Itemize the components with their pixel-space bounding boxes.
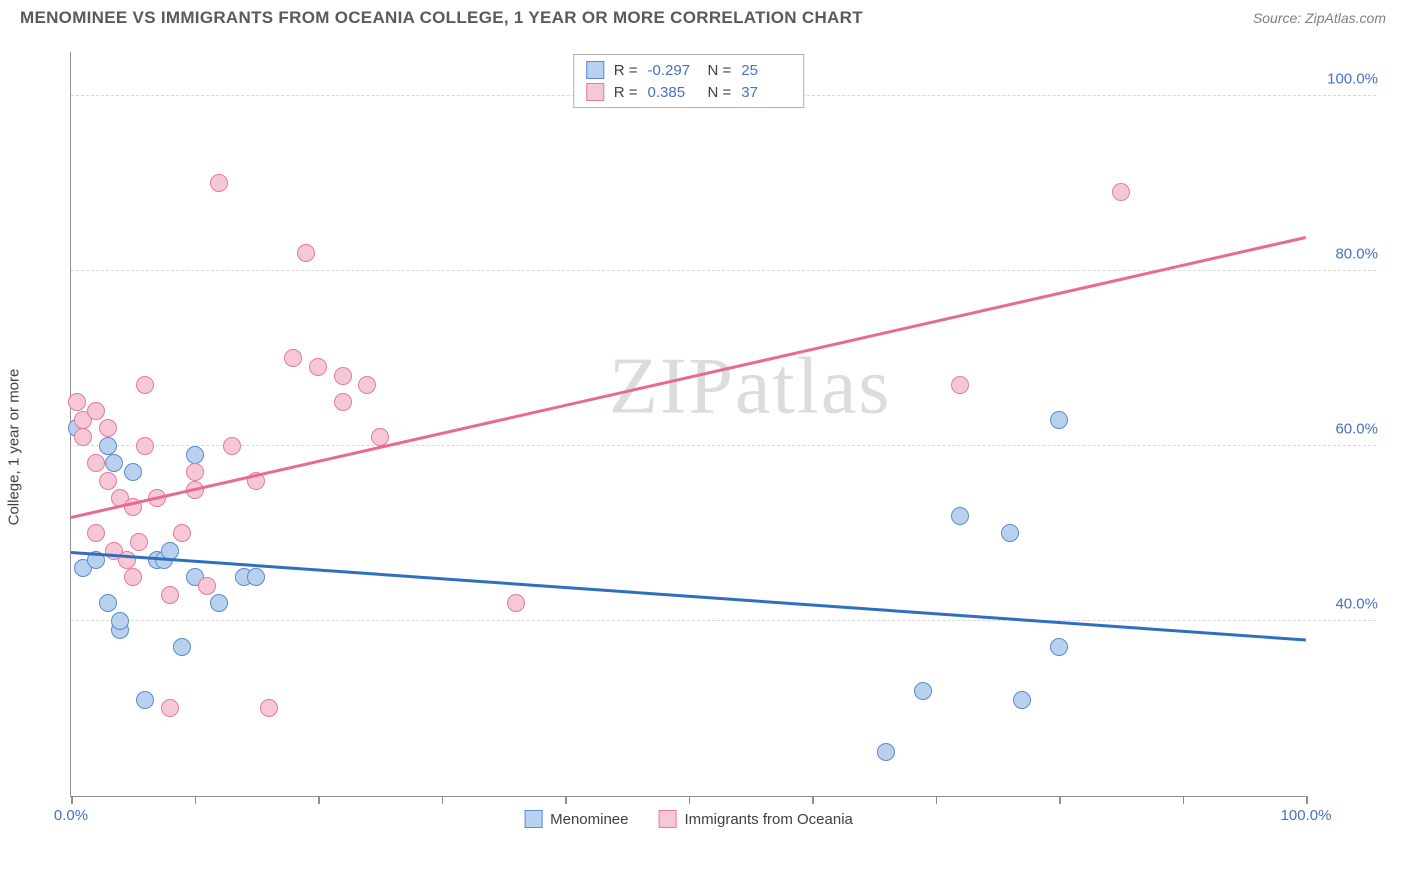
legend-label: Menominee	[550, 811, 628, 828]
header: MENOMINEE VS IMMIGRANTS FROM OCEANIA COL…	[0, 0, 1406, 32]
scatter-point	[877, 743, 895, 761]
x-tick	[195, 796, 197, 804]
stats-row: R = -0.297 N = 25	[586, 59, 792, 81]
stat-r-label: R =	[614, 84, 638, 101]
x-tick	[1306, 796, 1308, 804]
x-tick-label: 100.0%	[1281, 807, 1332, 824]
x-tick	[318, 796, 320, 804]
scatter-point	[173, 524, 191, 542]
x-tick	[936, 796, 938, 804]
scatter-point	[124, 568, 142, 586]
gridline	[71, 620, 1376, 621]
scatter-point	[74, 428, 92, 446]
scatter-point	[260, 699, 278, 717]
x-tick	[565, 796, 567, 804]
stat-r-value: 0.385	[648, 84, 698, 101]
stat-n-value: 25	[741, 62, 791, 79]
y-tick-label: 100.0%	[1327, 70, 1378, 87]
stat-n-label: N =	[708, 62, 732, 79]
scatter-point	[198, 577, 216, 595]
stat-r-value: -0.297	[648, 62, 698, 79]
chart-container: College, 1 year or more ZIPatlas R =-0.2…	[20, 42, 1386, 852]
x-tick	[689, 796, 691, 804]
y-tick-label: 60.0%	[1335, 420, 1378, 437]
scatter-point	[186, 463, 204, 481]
scatter-point	[68, 393, 86, 411]
stats-legend-box: R = -0.297 N = 25 R = 0.385 N = 37	[573, 54, 805, 108]
scatter-point	[914, 682, 932, 700]
y-tick-label: 80.0%	[1335, 245, 1378, 262]
x-tick	[1183, 796, 1185, 804]
trend-line	[71, 236, 1307, 519]
stat-n-value: 37	[741, 84, 791, 101]
legend-swatch	[524, 810, 542, 828]
gridline	[71, 270, 1376, 271]
scatter-point	[358, 376, 376, 394]
scatter-point	[161, 586, 179, 604]
scatter-point	[136, 376, 154, 394]
scatter-point	[507, 594, 525, 612]
trend-line	[71, 551, 1306, 641]
legend-item: Immigrants from Oceania	[659, 810, 853, 828]
scatter-point	[334, 367, 352, 385]
legend-label: Immigrants from Oceania	[685, 811, 853, 828]
x-tick	[812, 796, 814, 804]
stat-r-label: R =	[614, 62, 638, 79]
scatter-point	[118, 551, 136, 569]
scatter-point	[1013, 691, 1031, 709]
legend-swatch	[659, 810, 677, 828]
x-tick	[71, 796, 73, 804]
scatter-point	[124, 463, 142, 481]
scatter-point	[136, 437, 154, 455]
scatter-point	[951, 507, 969, 525]
scatter-point	[173, 638, 191, 656]
scatter-point	[161, 699, 179, 717]
scatter-point	[1050, 638, 1068, 656]
scatter-point	[247, 568, 265, 586]
scatter-point	[99, 472, 117, 490]
source-attribution: Source: ZipAtlas.com	[1253, 10, 1386, 26]
x-tick	[1059, 796, 1061, 804]
scatter-point	[284, 349, 302, 367]
y-axis-label: College, 1 year or more	[6, 369, 23, 526]
scatter-point	[951, 376, 969, 394]
stat-n-label: N =	[708, 84, 732, 101]
x-tick	[442, 796, 444, 804]
chart-title: MENOMINEE VS IMMIGRANTS FROM OCEANIA COL…	[20, 8, 863, 28]
scatter-point	[210, 174, 228, 192]
scatter-point	[87, 402, 105, 420]
legend-swatch	[586, 61, 604, 79]
x-tick-label: 0.0%	[54, 807, 88, 824]
gridline	[71, 445, 1376, 446]
scatter-point	[1050, 411, 1068, 429]
scatter-point	[186, 446, 204, 464]
scatter-point	[136, 691, 154, 709]
legend-item: Menominee	[524, 810, 628, 828]
scatter-point	[99, 437, 117, 455]
scatter-point	[1112, 183, 1130, 201]
scatter-point	[1001, 524, 1019, 542]
scatter-point	[99, 419, 117, 437]
scatter-point	[111, 612, 129, 630]
scatter-point	[210, 594, 228, 612]
stats-row: R = 0.385 N = 37	[586, 81, 792, 103]
scatter-point	[87, 524, 105, 542]
y-tick-label: 40.0%	[1335, 595, 1378, 612]
legend-swatch	[586, 83, 604, 101]
scatter-point	[223, 437, 241, 455]
scatter-point	[87, 454, 105, 472]
scatter-point	[334, 393, 352, 411]
scatter-point	[99, 594, 117, 612]
scatter-point	[309, 358, 327, 376]
scatter-point	[297, 244, 315, 262]
plot-area: ZIPatlas R =-0.297N =25R =0.385N =37 Men…	[70, 52, 1306, 797]
series-legend: Menominee Immigrants from Oceania	[524, 810, 853, 828]
scatter-point	[105, 454, 123, 472]
scatter-point	[130, 533, 148, 551]
